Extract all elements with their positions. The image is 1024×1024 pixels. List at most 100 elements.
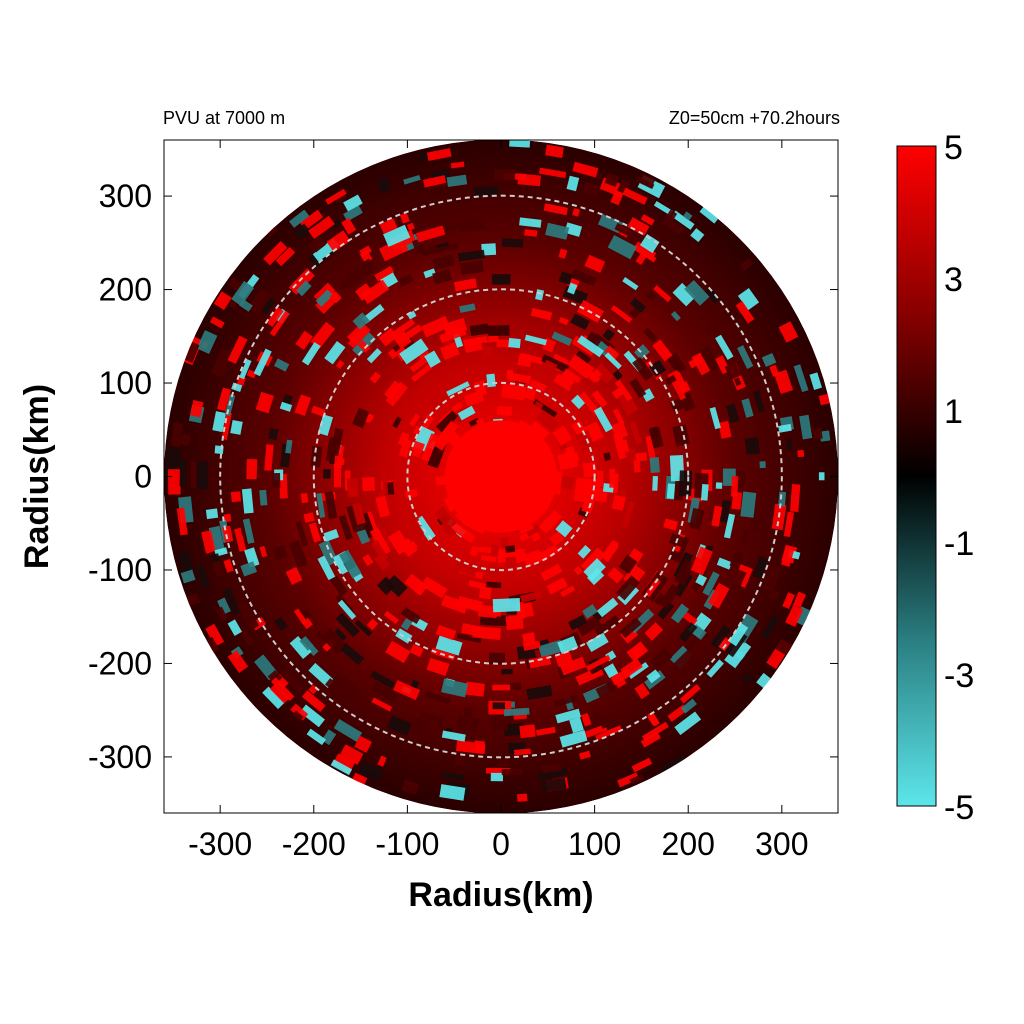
pv-cell xyxy=(707,582,730,609)
pv-cell xyxy=(354,735,373,753)
pv-cell xyxy=(533,373,554,387)
pv-cell xyxy=(611,421,629,440)
pv-cell xyxy=(573,565,583,576)
pv-cell xyxy=(330,575,349,597)
pv-cell xyxy=(285,566,303,586)
pv-cell xyxy=(316,493,326,518)
pv-cell xyxy=(736,471,746,489)
pv-cell xyxy=(819,430,831,442)
pv-cell xyxy=(426,148,452,161)
y-tick-label: 200 xyxy=(99,272,152,308)
pv-cell xyxy=(223,558,234,573)
pv-cell xyxy=(370,670,395,689)
pv-cell xyxy=(366,618,379,631)
pv-cell xyxy=(274,616,288,631)
pv-cell xyxy=(610,190,624,206)
pv-cell xyxy=(228,277,242,291)
pv-cell xyxy=(190,400,204,418)
pv-cell xyxy=(781,546,795,567)
pv-cell xyxy=(448,521,476,544)
pv-cell xyxy=(538,509,562,534)
pv-cell xyxy=(620,658,643,679)
pv-cell xyxy=(290,703,309,721)
pv-cell xyxy=(295,521,308,547)
pv-cell xyxy=(541,354,570,373)
pv-cell xyxy=(378,237,409,262)
pv-cell xyxy=(653,201,674,216)
pv-cell xyxy=(663,518,678,531)
pv-cell xyxy=(661,215,685,236)
pv-cell xyxy=(492,684,515,691)
colorbar xyxy=(896,145,937,807)
pv-cell xyxy=(288,209,310,228)
pv-cell xyxy=(552,425,573,447)
pv-cell xyxy=(397,431,410,447)
pv-cell xyxy=(469,323,490,337)
pv-cell xyxy=(783,511,795,538)
domain-mask xyxy=(164,140,838,813)
pv-cell xyxy=(724,638,752,669)
pv-cell xyxy=(740,529,750,546)
pv-cell xyxy=(244,547,260,568)
pv-cell xyxy=(491,719,508,731)
pv-cell xyxy=(201,530,216,554)
pv-cell xyxy=(677,391,686,401)
pv-cell xyxy=(496,405,513,416)
pv-cell xyxy=(177,549,194,574)
pv-cell xyxy=(339,744,364,765)
pv-cell xyxy=(331,672,360,698)
pv-cell xyxy=(627,661,649,680)
pv-cell xyxy=(564,222,583,237)
pv-cell xyxy=(630,645,644,659)
pv-cell xyxy=(366,348,382,364)
pv-cell xyxy=(489,566,502,579)
pv-cell xyxy=(369,527,391,556)
pv-cell xyxy=(697,346,720,373)
pv-cell xyxy=(183,341,200,363)
pv-cell xyxy=(484,325,510,337)
pv-cell xyxy=(432,268,453,285)
pv-cell xyxy=(371,681,399,703)
pv-cell xyxy=(450,161,465,169)
pv-cell xyxy=(617,772,640,788)
pv-cell xyxy=(551,331,573,346)
pv-cell xyxy=(596,470,604,487)
pv-cell xyxy=(423,690,452,705)
pv-cell xyxy=(330,759,353,776)
pv-cell xyxy=(383,610,399,625)
pv-cell xyxy=(419,712,445,724)
pv-cell xyxy=(399,212,410,224)
pv-cell xyxy=(790,484,801,512)
pv-cell xyxy=(352,407,370,429)
pv-cell xyxy=(301,652,313,664)
pv-cell xyxy=(275,246,296,267)
range-ring xyxy=(406,381,596,572)
pv-cell xyxy=(529,379,547,392)
colorbar-tick-label: -1 xyxy=(944,525,974,563)
pv-cell xyxy=(670,311,681,322)
pv-cell xyxy=(418,151,428,162)
pv-cell xyxy=(595,681,617,699)
pv-cell xyxy=(338,514,353,541)
pv-cell xyxy=(387,715,412,736)
x-tick-label: -200 xyxy=(282,826,346,862)
pv-cell xyxy=(670,603,690,624)
pv-cell xyxy=(317,555,336,581)
pv-cell xyxy=(519,590,543,603)
pv-cell xyxy=(616,575,640,601)
pv-cell xyxy=(737,345,754,369)
pv-cell xyxy=(217,597,231,615)
pv-cell xyxy=(359,245,372,257)
pv-cell xyxy=(723,513,736,539)
pv-cell xyxy=(236,457,244,476)
pv-cell xyxy=(292,710,304,722)
pv-cell xyxy=(618,554,638,574)
pv-cell xyxy=(584,254,606,273)
pv-cell xyxy=(441,771,465,782)
pv-cell xyxy=(258,295,276,314)
pv-cell xyxy=(619,617,642,639)
pv-cell xyxy=(603,452,611,462)
pv-cell xyxy=(404,573,428,596)
pv-cell xyxy=(343,194,363,212)
